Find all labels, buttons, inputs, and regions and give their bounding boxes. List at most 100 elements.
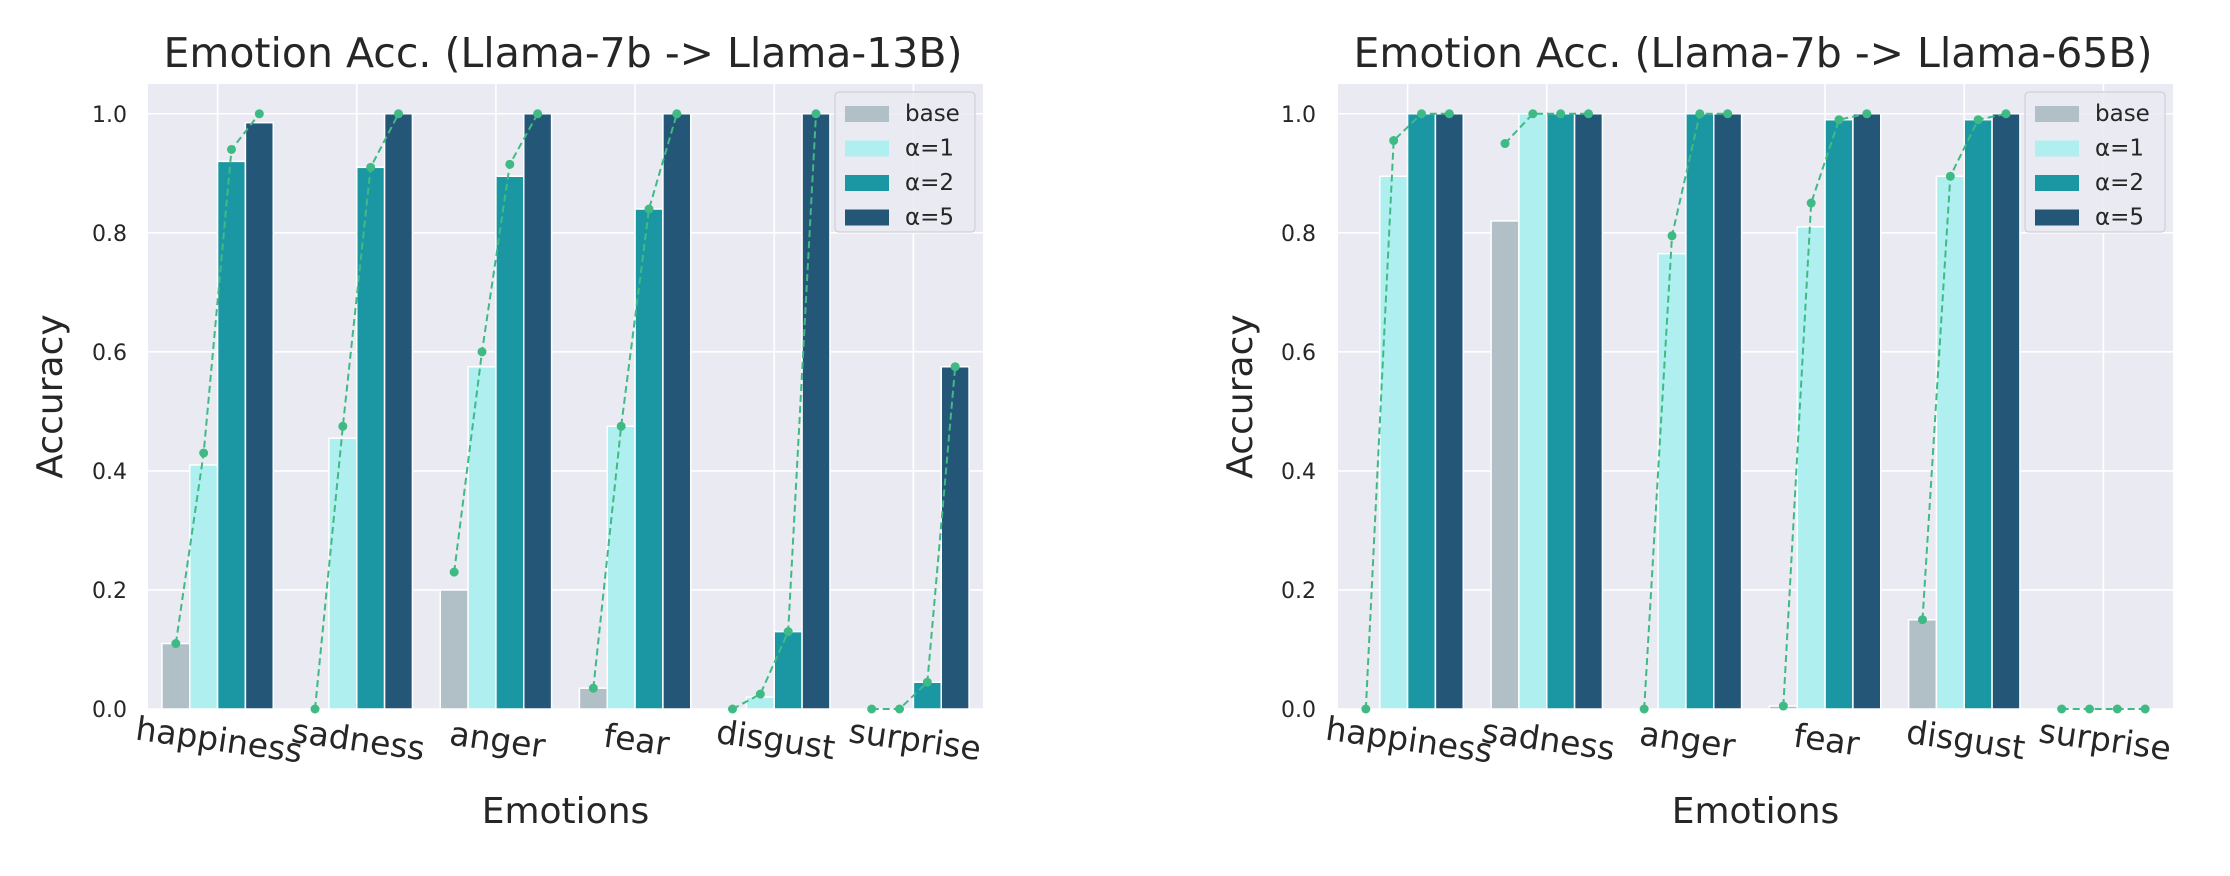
bar-α1-anger[interactable] [1657,252,1687,710]
legend-box [834,91,976,233]
bar-α2-happiness[interactable] [216,160,247,710]
bar-α2-fear[interactable] [1824,118,1854,710]
bar-α5-disgust[interactable] [1991,113,2021,710]
bar-base-anger[interactable] [439,589,469,710]
legend-label: α=1 [2095,136,2144,162]
bar-α1-sadness[interactable] [328,437,358,710]
trend-point[interactable] [1973,115,1983,125]
trend-point[interactable] [1639,704,1649,714]
trend-point[interactable] [922,677,932,687]
legend-label: α=1 [905,136,954,162]
y-tick-label: 0.6 [1281,341,1316,366]
trend-point[interactable] [783,627,793,637]
trend-point[interactable] [672,109,682,119]
trend-line-disgust [732,113,817,710]
trend-point[interactable] [1945,171,1955,181]
trend-point[interactable] [1444,109,1454,119]
trend-point[interactable] [2057,704,2067,714]
trend-point[interactable] [755,689,765,699]
trend-point[interactable] [2112,704,2122,714]
bar-base-disgust[interactable] [1907,618,1938,710]
trend-point[interactable] [310,704,320,714]
bar-α1-happiness[interactable] [189,464,219,710]
legend-swatch [845,175,889,191]
bar-α5-surprise[interactable] [940,365,970,710]
y-tick-label: 0.0 [92,698,127,723]
trend-point[interactable] [394,109,403,119]
bar-α5-fear[interactable] [662,113,692,710]
trend-point[interactable] [366,162,376,172]
trend-point[interactable] [2085,704,2094,714]
trend-point[interactable] [449,567,459,577]
trend-point[interactable] [2001,109,2011,119]
trend-point[interactable] [1389,136,1399,146]
bar-α1-happiness[interactable] [1379,175,1409,710]
trend-point[interactable] [728,704,737,714]
trend-point[interactable] [1500,139,1510,149]
legend-box [2024,91,2166,233]
trend-point[interactable] [2140,704,2150,714]
bar-α1-sadness[interactable] [1518,113,1548,710]
legend-swatch [845,140,889,157]
legend-label: α=5 [2095,205,2144,231]
x-tick-label: disgust [714,712,838,767]
bar-α1-disgust[interactable] [1935,175,1965,710]
trend-point[interactable] [1806,198,1816,208]
y-axis-label: Accuracy [1220,314,1261,478]
trend-point[interactable] [811,109,821,119]
trend-point[interactable] [338,421,348,431]
trend-point[interactable] [227,144,236,154]
bar-base-sadness[interactable] [1490,220,1520,710]
bar-α1-disgust[interactable] [745,696,776,710]
bar-α2-disgust[interactable] [773,630,803,710]
trend-point[interactable] [1723,109,1733,119]
bar-α2-anger[interactable] [1685,113,1715,710]
bar-α5-sadness[interactable] [1573,113,1604,710]
trend-point[interactable] [477,347,487,357]
trend-point[interactable] [644,204,654,214]
bar-α2-anger[interactable] [495,175,525,710]
trend-point[interactable] [505,159,515,169]
trend-point[interactable] [1528,109,1538,119]
bar-α5-disgust[interactable] [801,113,831,710]
trend-point[interactable] [1778,701,1788,711]
trend-point[interactable] [1862,109,1872,119]
bar-α1-fear[interactable] [1796,226,1826,710]
bar-α2-sadness[interactable] [1546,113,1576,710]
trend-line-sadness [314,113,400,710]
bar-α5-fear[interactable] [1852,113,1882,710]
trend-point[interactable] [1695,109,1705,119]
trend-point[interactable] [1417,109,1426,119]
bar-α5-sadness[interactable] [383,113,414,710]
trend-point[interactable] [588,683,598,693]
trend-point[interactable] [616,421,626,431]
bar-α2-happiness[interactable] [1406,113,1437,710]
trend-point[interactable] [1918,615,1927,625]
bar-α5-anger[interactable] [523,113,553,710]
trend-point[interactable] [1667,231,1677,241]
bar-α5-happiness[interactable] [1434,113,1464,710]
trend-point[interactable] [867,704,877,714]
trend-point[interactable] [254,109,264,119]
bar-base-happiness[interactable] [161,642,191,710]
bar-α1-fear[interactable] [606,425,636,710]
trend-point[interactable] [199,448,209,458]
bar-α2-sadness[interactable] [356,166,386,710]
trend-point[interactable] [895,704,904,714]
bar-α5-happiness[interactable] [244,121,275,710]
legend-label: base [905,101,960,127]
trend-point[interactable] [950,362,960,372]
bar-α5-anger[interactable] [1713,113,1743,710]
y-axis-label: Accuracy [30,314,71,478]
trend-point[interactable] [1361,704,1371,714]
trend-point[interactable] [1584,109,1593,119]
x-tick-label: sadness [1479,711,1617,768]
trend-point[interactable] [1834,115,1844,125]
bar-α2-fear[interactable] [634,208,664,710]
bar-α1-anger[interactable] [467,365,497,710]
trend-point[interactable] [1556,109,1566,119]
trend-point[interactable] [533,109,543,119]
trend-point[interactable] [171,639,181,649]
bar-α2-disgust[interactable] [1963,118,1993,710]
